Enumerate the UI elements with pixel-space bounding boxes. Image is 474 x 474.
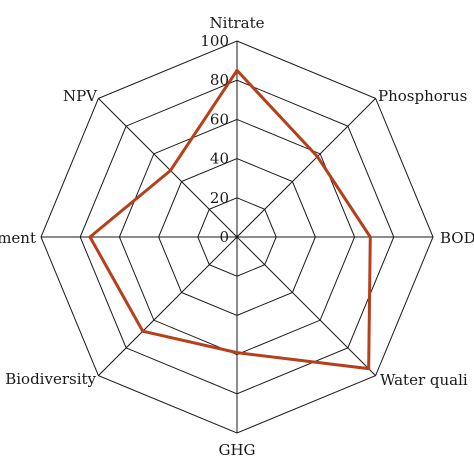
tick-label-60: 60 [210,110,229,128]
axis-label-nitrate: Nitrate [210,14,265,32]
data-point-0 [235,68,239,72]
axis-label-sediment: ment [0,229,36,247]
axis-label-biodiversity: Biodiversity [5,370,96,388]
axis-label-water-quality: Water quali [380,371,468,389]
spoke-7 [98,98,238,238]
data-point-2 [368,235,372,239]
spoke-5 [98,236,238,376]
data-point-4 [235,351,239,355]
data-point-6 [88,235,92,239]
tick-label-80: 80 [210,71,229,89]
axis-label-npv: NPV [63,87,98,105]
radar-data [88,67,372,371]
tick-label-0: 0 [219,228,229,246]
data-point-3 [367,367,371,371]
radial-tick-labels: 0 20 40 60 80 100 [200,32,229,246]
radar-spokes [41,41,433,433]
axis-label-ghg: GHG [218,441,255,459]
data-point-7 [168,168,172,172]
data-point-1 [315,155,319,159]
tick-label-100: 100 [200,32,229,50]
spoke-3 [236,236,376,376]
data-point-5 [141,329,145,333]
tick-label-20: 20 [210,189,229,207]
spoke-1 [236,98,376,238]
tick-label-40: 40 [210,150,229,168]
axis-labels: Nitrate Phosphorus BOD Water quali GHG Biodiv… [0,14,474,459]
axis-label-bod: BOD [440,229,474,247]
series-polygon-0 [88,67,372,371]
axis-label-phosphorus: Phosphorus [378,87,467,105]
